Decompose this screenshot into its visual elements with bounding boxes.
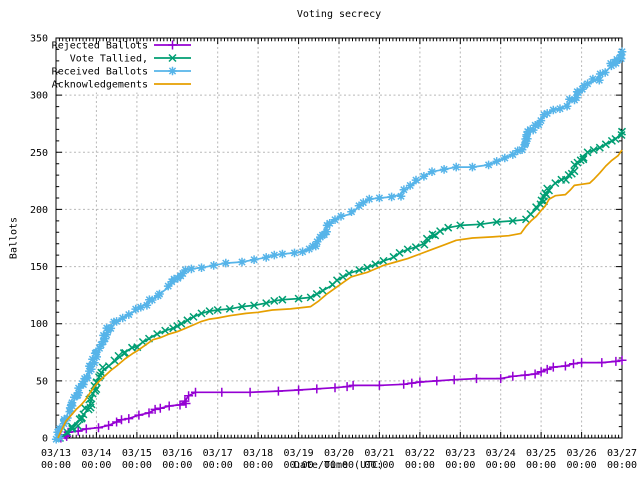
legend-sample-marker: [168, 40, 177, 50]
chart-title: Voting secrecy: [296, 9, 382, 20]
y-tick-labels: 0 50 100 150 200 250 300 350: [30, 34, 48, 445]
y-axis-label: Ballots: [8, 216, 20, 260]
x-tick-time: 00:00: [41, 460, 71, 471]
x-tick-time: 00:00: [122, 460, 152, 471]
x-tick-date: 03/16: [162, 448, 192, 459]
x-tick-time: 00:00: [445, 460, 475, 471]
x-tick-time: 00:00: [567, 460, 597, 471]
x-tick-time: 00:00: [405, 460, 435, 471]
y-tick-label: 250: [30, 148, 48, 159]
x-tick-time: 00:00: [364, 460, 394, 471]
x-tick-time: 00:00: [607, 460, 637, 471]
legend-sample-marker: [168, 53, 177, 63]
x-tick-date: 03/13: [41, 448, 71, 459]
series-line-acknowledgements: [57, 149, 623, 439]
x-tick-date: 03/20: [324, 448, 354, 459]
y-tick-label: 100: [30, 319, 48, 330]
legend-label: Rejected Ballots: [52, 41, 148, 52]
x-tick-date: 03/25: [526, 448, 556, 459]
x-tick-time: 00:00: [324, 460, 354, 471]
grid: [56, 38, 622, 438]
x-tick-date: 03/19: [284, 448, 314, 459]
x-tick-date: 03/22: [405, 448, 435, 459]
x-tick-date: 03/18: [243, 448, 273, 459]
x-tick-time: 00:00: [203, 460, 233, 471]
y-tick-label: 350: [30, 34, 48, 45]
x-tick-time: 00:00: [486, 460, 516, 471]
x-tick-date: 03/21: [364, 448, 394, 459]
legend-label: Acknowledgements: [52, 80, 148, 91]
x-axis-label: Date/Time (UTC): [293, 460, 385, 471]
legend: Rejected Ballots Vote Tallied, Received Ba…: [52, 40, 191, 91]
x-tick-date: 03/26: [567, 448, 597, 459]
legend-label: Vote Tallied,: [70, 54, 148, 65]
x-tick-time: 00:00: [81, 460, 111, 471]
x-tick-date: 03/23: [445, 448, 475, 459]
x-tick-date: 03/17: [203, 448, 233, 459]
y-tick-label: 150: [30, 262, 48, 273]
legend-sample-marker: [168, 66, 177, 76]
x-tick-date: 03/15: [122, 448, 152, 459]
x-tick-labels: 03/1300:0003/1400:0003/1500:0003/1600:00…: [41, 448, 637, 471]
y-tick-label: 0: [42, 434, 48, 445]
x-tick-date: 03/14: [81, 448, 111, 459]
x-tick-time: 00:00: [284, 460, 314, 471]
x-tick-date: 03/24: [486, 448, 516, 459]
y-tick-label: 50: [36, 376, 48, 387]
legend-label: Received Ballots: [52, 67, 148, 78]
x-tick-time: 00:00: [162, 460, 192, 471]
x-tick-date: 03/27: [607, 448, 637, 459]
x-tick-time: 00:00: [526, 460, 556, 471]
y-tick-label: 300: [30, 91, 48, 102]
series-markers-received: [51, 47, 627, 444]
x-tick-time: 00:00: [243, 460, 273, 471]
y-tick-label: 200: [30, 205, 48, 216]
